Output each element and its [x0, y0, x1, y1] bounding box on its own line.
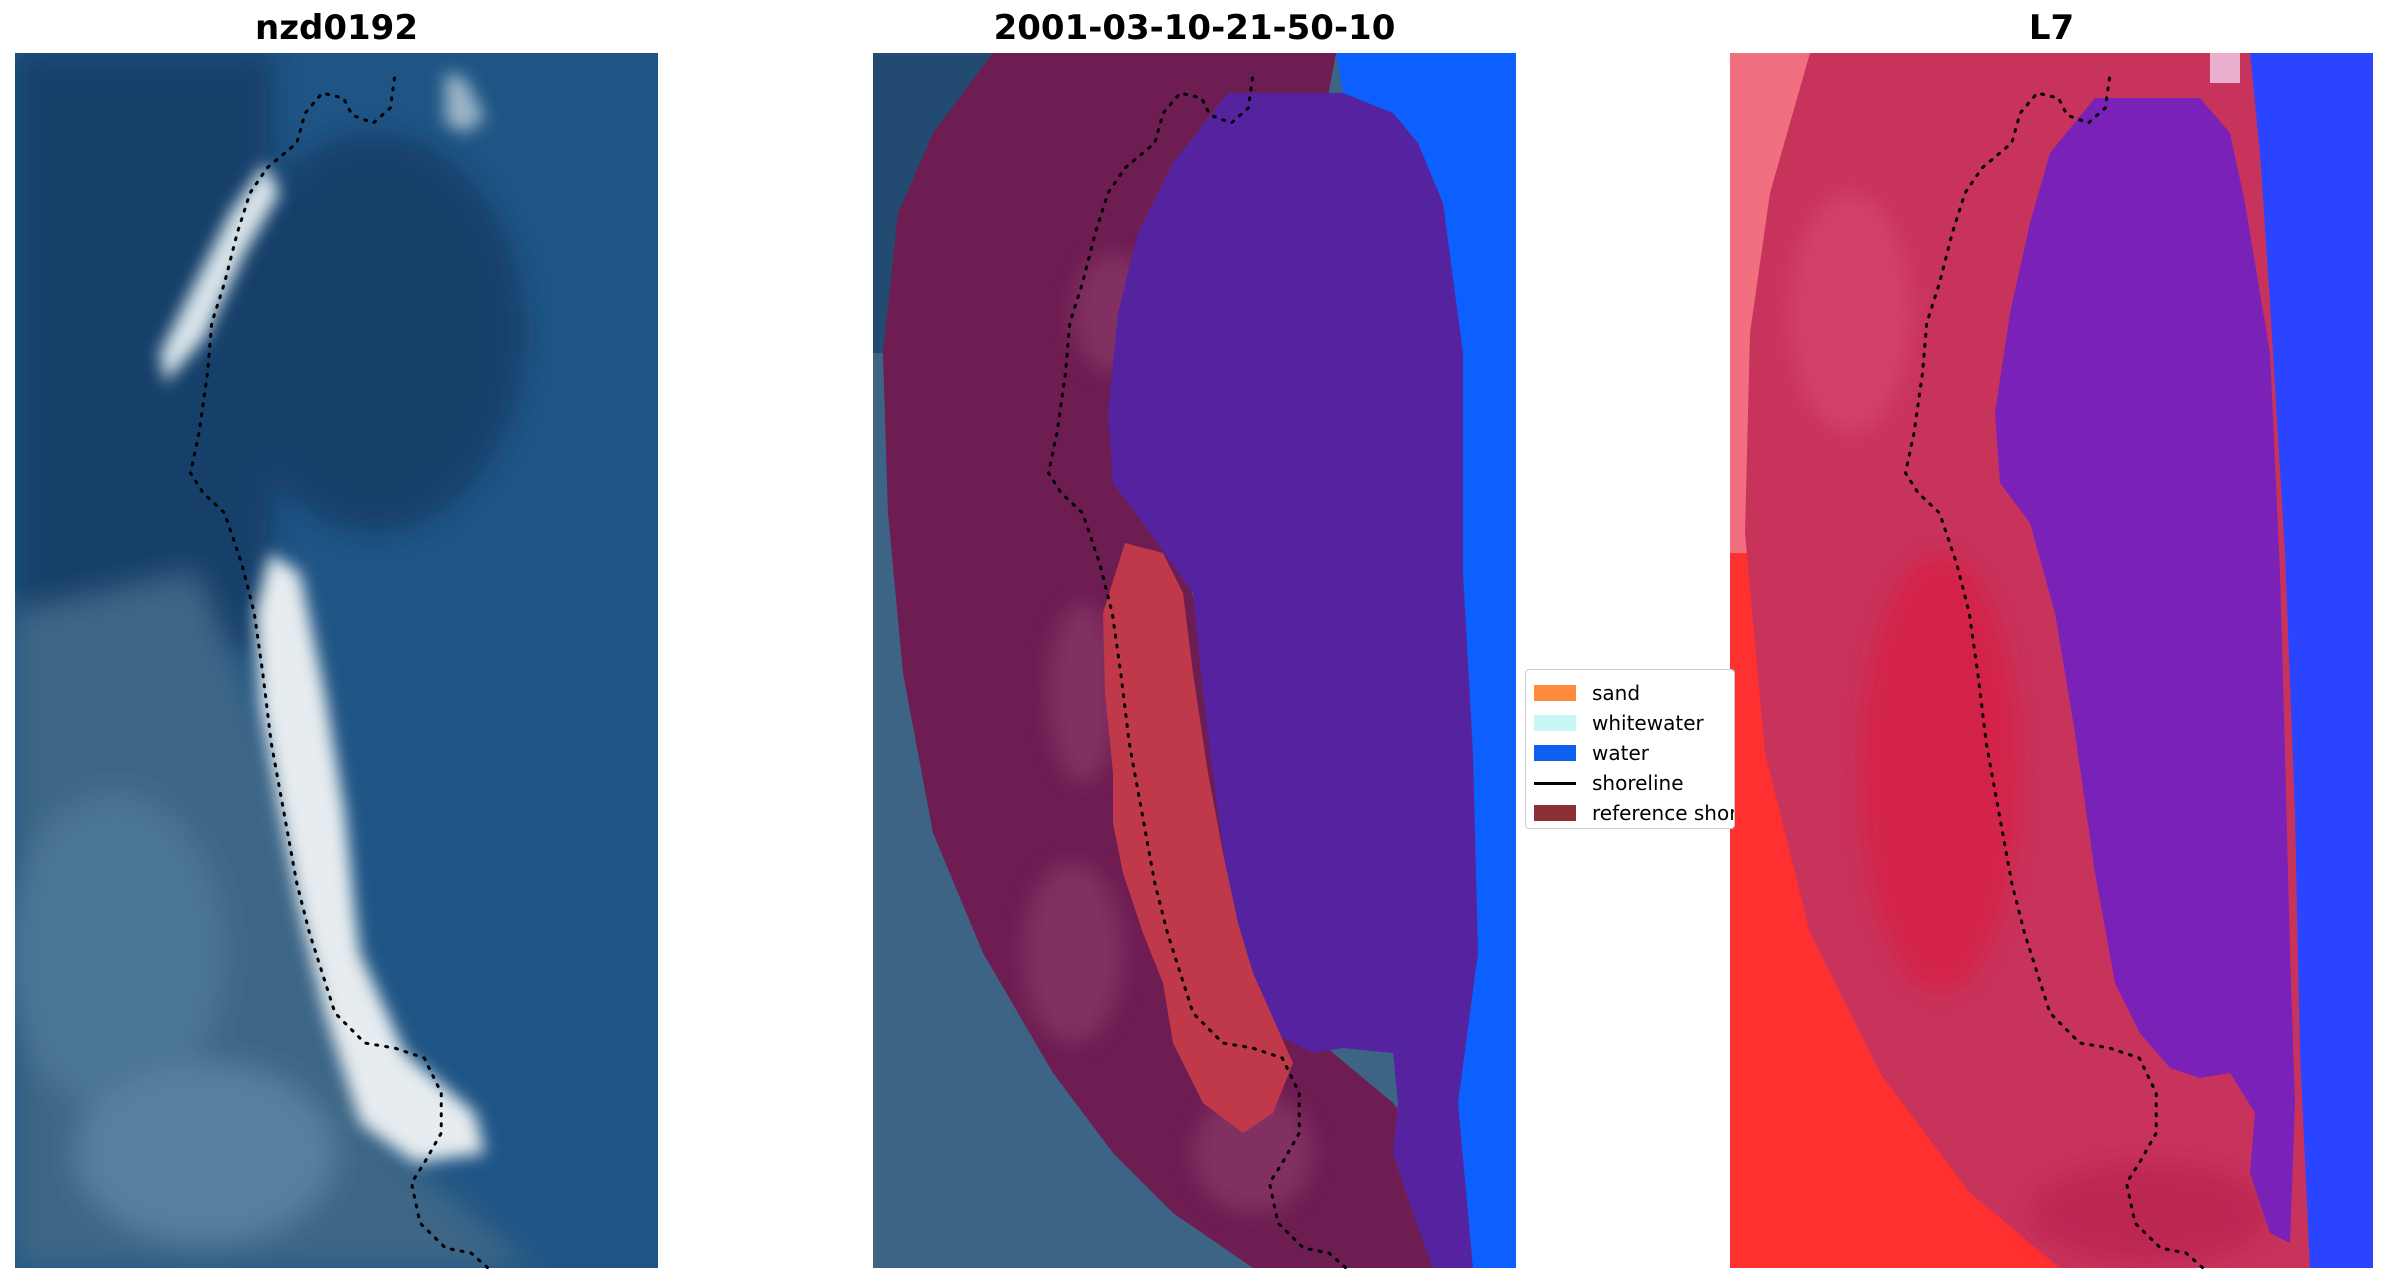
legend-item: water [1534, 738, 1649, 768]
panel-title-rgb: nzd0192 [255, 8, 418, 48]
classified-image [873, 53, 1516, 1268]
legend-line-swatch [1534, 781, 1576, 785]
panel-title-classified: 2001-03-10-21-50-10 [993, 8, 1396, 48]
legend-color-swatch [1534, 745, 1576, 761]
legend-label: shoreline [1592, 771, 1684, 795]
classified-image-panel [873, 53, 1516, 1268]
index-image-panel [1730, 53, 2373, 1268]
legend-item: shoreline [1534, 768, 1684, 798]
legend-color-swatch [1534, 805, 1576, 821]
legend-color-swatch [1534, 685, 1576, 701]
legend-label: whitewater [1592, 711, 1704, 735]
legend-label: sand [1592, 681, 1641, 705]
legend-color-swatch [1534, 715, 1576, 731]
legend-item: reference shoreline buffer [1534, 798, 1735, 828]
panel-title-index: L7 [2028, 8, 2075, 48]
legend-label: reference shoreline buffer [1592, 801, 1735, 825]
rgb-image-panel [15, 53, 658, 1268]
legend: sand whitewater water shoreline reference sh… [1525, 669, 1735, 829]
rgb-image [15, 53, 658, 1268]
index-image [1730, 53, 2373, 1268]
legend-item: sand [1534, 678, 1640, 708]
legend-label: water [1592, 741, 1649, 765]
legend-item: whitewater [1534, 708, 1704, 738]
